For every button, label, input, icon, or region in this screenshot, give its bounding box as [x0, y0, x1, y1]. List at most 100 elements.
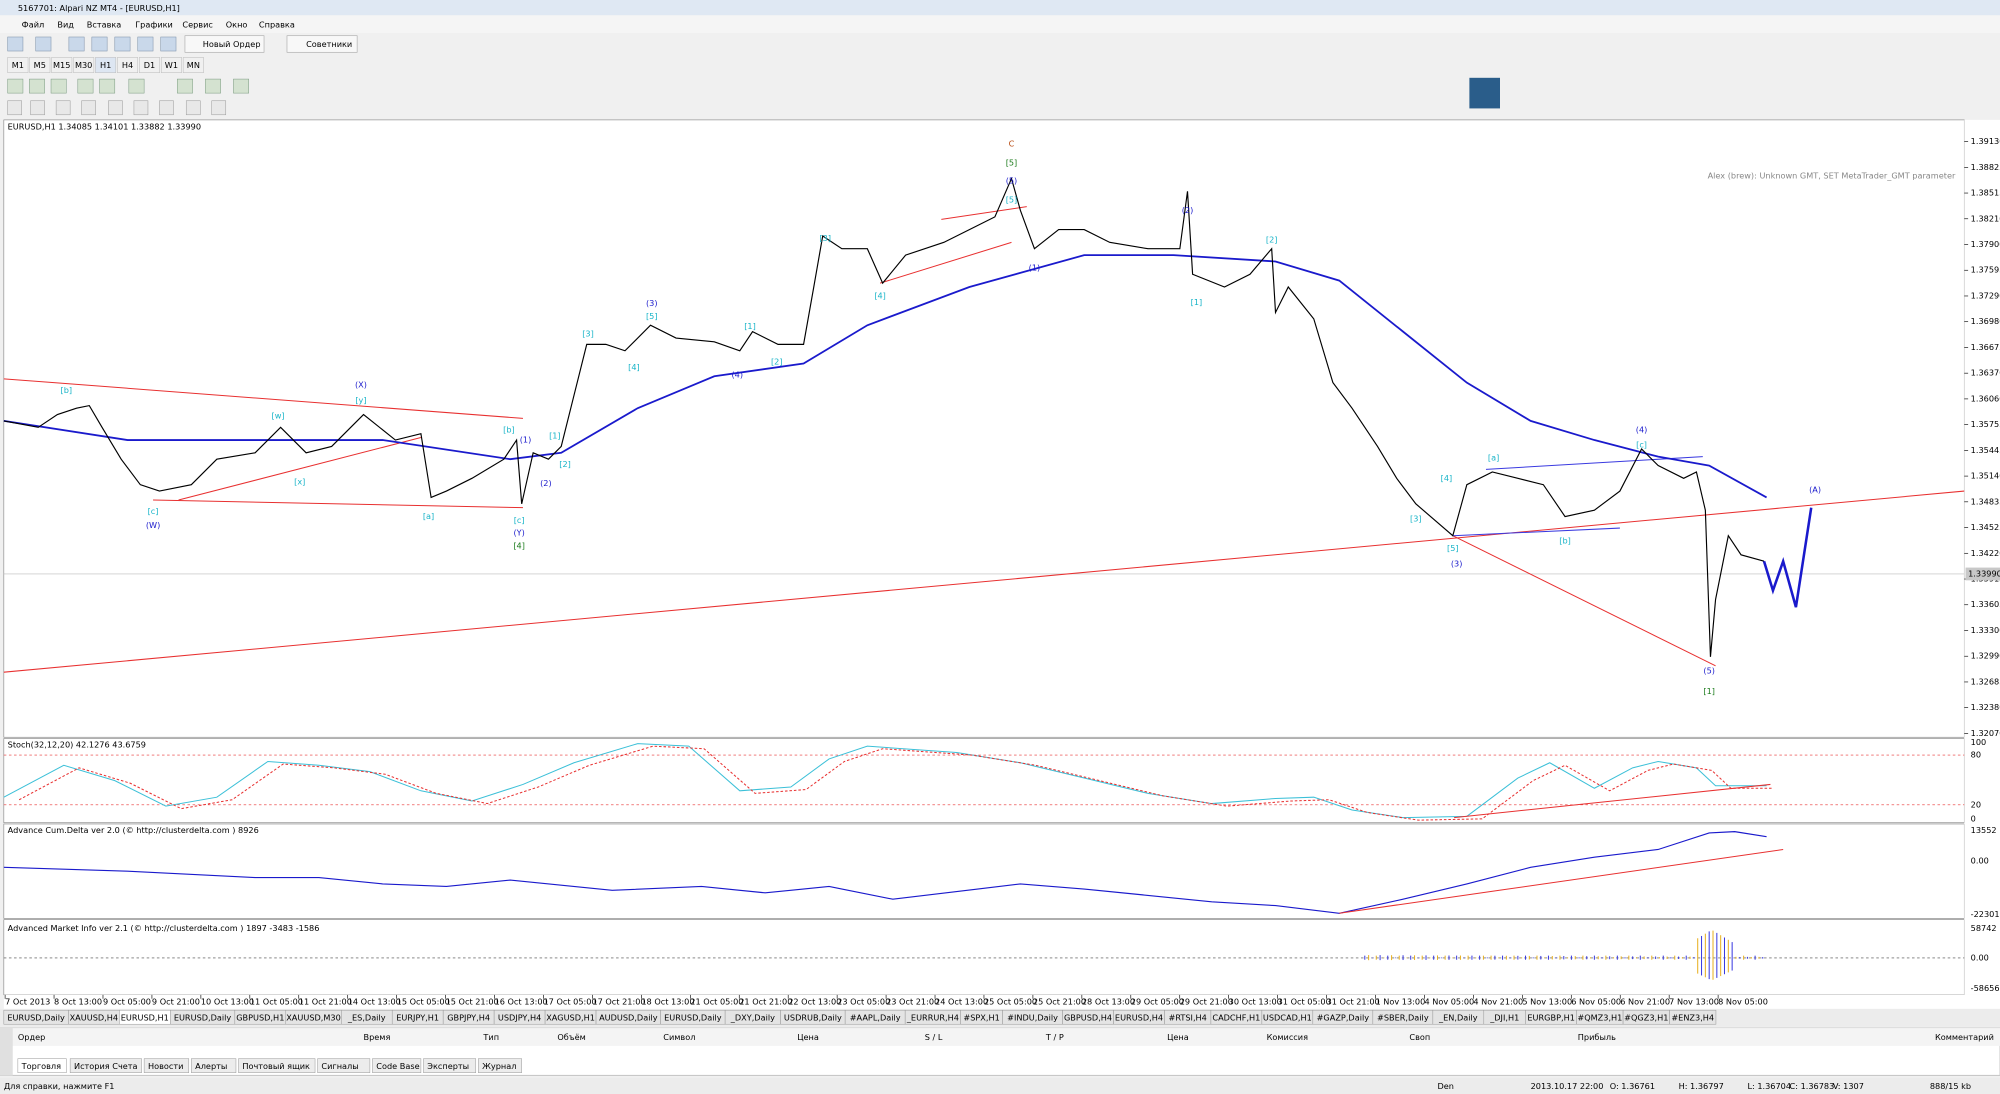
toolbar-icon[interactable] [205, 78, 221, 94]
chart-tab-label: XAUUSD,M30 [286, 1012, 341, 1022]
new-order-button[interactable] [184, 35, 265, 53]
timeframe-label: D1 [144, 60, 155, 70]
time-label: 22 Oct 13:00 [788, 996, 841, 1006]
column-header: T / P [1045, 1032, 1064, 1042]
current-price-box [1965, 567, 2000, 581]
terminal-tab[interactable] [238, 1058, 316, 1073]
wave-label: [1] [1191, 297, 1203, 307]
chart-tab-label: EURUSD,H1 [121, 1012, 169, 1022]
price-label: 1.34220 [1971, 548, 2000, 558]
toolbar-icon[interactable] [55, 100, 71, 116]
menu-item[interactable]: Вставка [87, 19, 122, 29]
timeframe-button[interactable] [73, 57, 95, 73]
timeframe-button[interactable] [139, 57, 160, 73]
wave-label: [4] [628, 362, 640, 372]
toolbar-icon[interactable] [177, 78, 193, 94]
trend-line [1452, 527, 1620, 537]
terminal-tab[interactable] [69, 1058, 142, 1073]
column-header: Время [364, 1032, 391, 1042]
toolbar-icon[interactable] [159, 100, 174, 116]
status-field: L: 1.36704 [1747, 1081, 1791, 1091]
toolbar-icon[interactable] [185, 100, 201, 116]
price-axis [1964, 119, 2000, 995]
timeframe-button[interactable] [95, 57, 117, 73]
price-label: 1.34835 [1971, 496, 2000, 506]
wave-label: (4) [1636, 424, 1648, 434]
projection [1762, 507, 1813, 608]
toolbar-icon[interactable] [77, 78, 94, 94]
timeframe-button[interactable] [160, 57, 182, 73]
menu-item[interactable]: Вид [57, 19, 74, 29]
menu-item[interactable]: Справка [259, 19, 295, 29]
column-header: Своп [1409, 1032, 1430, 1042]
timeframe-button[interactable] [117, 57, 139, 73]
chart-tab-label: USDRUB,Daily [784, 1012, 842, 1022]
trend-line [3, 378, 523, 419]
toolbar-icon[interactable] [233, 78, 249, 94]
timeframe-button[interactable] [182, 57, 204, 73]
wave-label: (1) [520, 435, 532, 445]
wave-label: [3] [819, 233, 831, 243]
timeframe-button[interactable] [51, 57, 73, 73]
menu-item[interactable]: Графики [135, 19, 173, 29]
price-label: 1.32380 [1971, 702, 2000, 712]
timeframe-button[interactable] [29, 57, 51, 73]
toolbar-icon[interactable] [7, 78, 24, 94]
toolbar-icon[interactable] [211, 100, 227, 116]
price-label: 1.32990 [1971, 651, 2000, 661]
wave-label: (2) [1182, 205, 1194, 215]
wave-label: [2] [1266, 234, 1278, 244]
time-label: 17 Oct 05:00 [543, 996, 596, 1006]
terminal-tab[interactable] [478, 1058, 522, 1073]
terminal-tab[interactable] [317, 1058, 371, 1073]
terminal-tab[interactable] [17, 1058, 67, 1073]
toolbar-icon[interactable] [50, 78, 67, 94]
terminal-tab[interactable] [191, 1058, 237, 1073]
trend-line [879, 241, 1012, 284]
trend-line [153, 499, 523, 509]
price-label: 1.36370 [1971, 368, 2000, 378]
toolbar-icon[interactable] [91, 36, 108, 52]
terminal-tab[interactable] [143, 1058, 190, 1073]
price-label: 1.37595 [1971, 265, 2000, 275]
wave-label: [1] [1703, 686, 1715, 696]
chart-tab-label: GBPUSD,H4 [1064, 1012, 1112, 1022]
experts-button[interactable] [286, 35, 358, 53]
status-field: V: 1307 [1833, 1081, 1864, 1091]
chart-tab-label: #GAZP,Daily [1317, 1012, 1370, 1022]
toolbar-icon[interactable] [137, 36, 154, 52]
toolbar-icon[interactable] [29, 78, 45, 94]
toolbar-icon[interactable] [68, 36, 85, 52]
current-price: 1.33990 [1968, 568, 2000, 578]
toolbar-icon[interactable] [114, 36, 131, 52]
indicator-axis-label: -58656 [1971, 983, 2000, 993]
chart-tab-label: USDCAD,H1 [1263, 1012, 1312, 1022]
chart-tab[interactable] [1669, 1009, 1717, 1025]
toolbar-icon[interactable] [7, 100, 22, 116]
toolbar-icon[interactable] [35, 36, 52, 52]
terminal-tab[interactable] [423, 1058, 477, 1073]
status-field: 888/15 kb [1930, 1081, 1971, 1091]
menu-item[interactable]: Сервис [182, 19, 212, 29]
menu-item[interactable]: Файл [22, 19, 45, 29]
toolbar-icon[interactable] [128, 78, 145, 94]
time-label: 8 Nov 05:00 [1718, 996, 1768, 1006]
timeframe-button[interactable] [7, 57, 29, 73]
column-header: S / L [925, 1032, 943, 1042]
time-label: 9 Oct 05:00 [103, 996, 151, 1006]
time-label: 9 Oct 21:00 [152, 996, 200, 1006]
indicator-label: Stoch(32,12,20) 42.1276 43.6759 [8, 739, 146, 749]
toolbar-icon[interactable] [81, 100, 96, 116]
status-bar [0, 1077, 2000, 1094]
toolbar-icon[interactable] [160, 36, 177, 52]
toolbar-icon[interactable] [133, 100, 149, 116]
toolbar-icon[interactable] [7, 36, 24, 52]
chart-tab-label: XAUUSD,H4 [70, 1012, 118, 1022]
toolbar-icon[interactable] [99, 78, 116, 94]
wave-label: [x] [294, 477, 305, 487]
toolbar-icon[interactable] [108, 100, 123, 116]
trend-line [1339, 848, 1784, 914]
terminal-tab[interactable] [372, 1058, 422, 1073]
toolbar-icon[interactable] [30, 100, 45, 116]
menu-item[interactable]: Окно [226, 19, 248, 29]
